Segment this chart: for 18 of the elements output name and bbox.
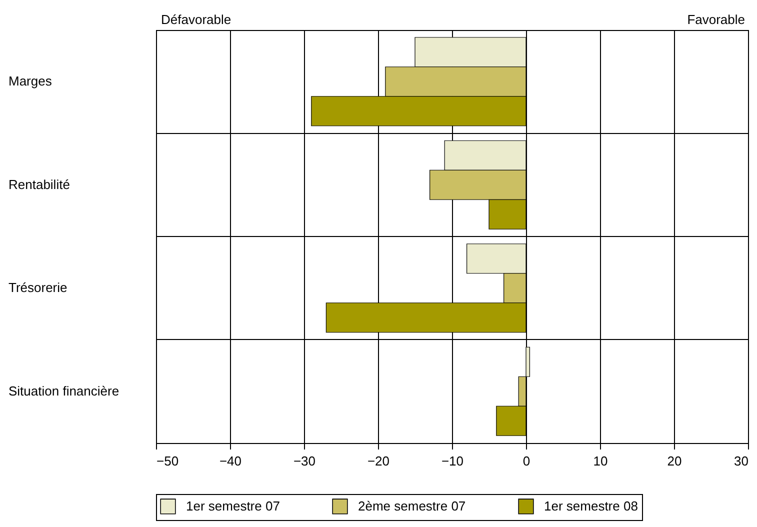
legend-label: 2ème semestre 07 — [358, 498, 466, 514]
x-tick-label: −40 — [219, 454, 242, 468]
legend-label: 1er semestre 07 — [186, 498, 280, 514]
y-tick-label: Rentabilité — [8, 176, 70, 192]
x-tick-label: 20 — [667, 454, 682, 468]
x-tick-label: −20 — [367, 454, 390, 468]
legend-label: 1er semestre 08 — [544, 498, 638, 514]
x-tick-label: −30 — [293, 454, 316, 468]
y-tick-label: Marges — [8, 74, 52, 89]
x-tick-label: 10 — [593, 454, 608, 468]
x-tick-label: 0 — [522, 454, 530, 468]
x-tick-label: 30 — [734, 454, 748, 468]
y-tick-label: Trésorerie — [8, 280, 68, 296]
text: Favorable — [687, 12, 745, 27]
x-tick-label: −50 — [156, 454, 179, 468]
y-tick-label: Situation financière — [8, 383, 120, 398]
text: Défavorable — [161, 12, 232, 27]
x-tick-label: −10 — [441, 454, 464, 468]
